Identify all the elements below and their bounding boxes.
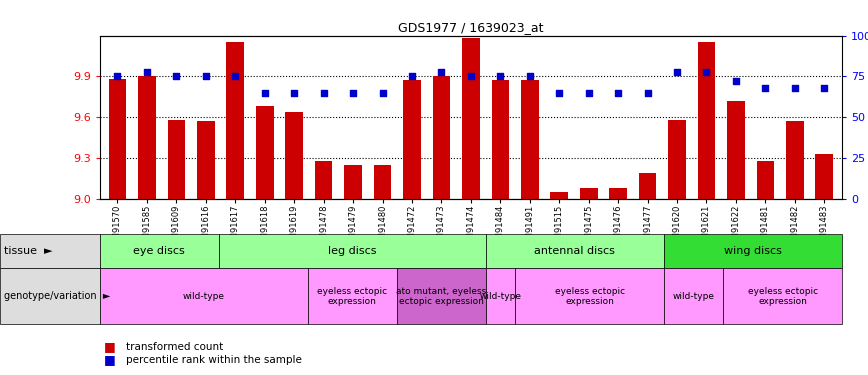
Bar bbox=[138, 76, 155, 199]
Text: eyeless ectopic
expression: eyeless ectopic expression bbox=[317, 286, 387, 306]
Point bbox=[110, 74, 124, 80]
Text: percentile rank within the sample: percentile rank within the sample bbox=[126, 355, 302, 365]
Text: eyeless ectopic
expression: eyeless ectopic expression bbox=[555, 286, 625, 306]
Text: wild-type: wild-type bbox=[480, 292, 522, 301]
Text: wing discs: wing discs bbox=[724, 246, 782, 256]
Bar bbox=[462, 38, 480, 199]
Point bbox=[228, 74, 242, 80]
Bar bbox=[197, 121, 214, 199]
Point bbox=[405, 74, 419, 80]
Point bbox=[611, 90, 625, 96]
Bar bbox=[168, 120, 185, 199]
Point bbox=[641, 90, 654, 96]
Bar bbox=[345, 165, 362, 199]
Point bbox=[169, 74, 183, 80]
Text: eye discs: eye discs bbox=[134, 246, 185, 256]
Bar bbox=[403, 81, 421, 199]
Title: GDS1977 / 1639023_at: GDS1977 / 1639023_at bbox=[398, 21, 543, 34]
Point bbox=[199, 74, 213, 80]
Bar bbox=[639, 173, 656, 199]
Text: eyeless ectopic
expression: eyeless ectopic expression bbox=[747, 286, 818, 306]
Text: ■: ■ bbox=[104, 340, 116, 353]
Point bbox=[258, 90, 272, 96]
Bar bbox=[757, 161, 774, 199]
Bar bbox=[491, 81, 510, 199]
Bar bbox=[609, 188, 627, 199]
Point bbox=[317, 90, 331, 96]
Point bbox=[346, 90, 360, 96]
Bar bbox=[550, 192, 568, 199]
Bar bbox=[580, 188, 597, 199]
Bar bbox=[432, 76, 450, 199]
Bar bbox=[668, 120, 686, 199]
Bar bbox=[315, 161, 332, 199]
Text: tissue  ►: tissue ► bbox=[4, 246, 53, 256]
Point bbox=[729, 78, 743, 84]
Point bbox=[464, 74, 477, 80]
Point bbox=[759, 85, 773, 91]
Text: wild-type: wild-type bbox=[673, 292, 714, 301]
Point bbox=[435, 69, 449, 75]
Bar bbox=[374, 165, 391, 199]
Point bbox=[818, 85, 832, 91]
Text: antennal discs: antennal discs bbox=[535, 246, 615, 256]
Point bbox=[140, 69, 154, 75]
Text: leg discs: leg discs bbox=[328, 246, 377, 256]
Text: ■: ■ bbox=[104, 354, 116, 366]
Text: wild-type: wild-type bbox=[183, 292, 225, 301]
Text: ato mutant, eyeless
ectopic expression: ato mutant, eyeless ectopic expression bbox=[396, 286, 486, 306]
Bar bbox=[521, 81, 539, 199]
Bar bbox=[108, 79, 127, 199]
Point bbox=[582, 90, 595, 96]
Bar bbox=[815, 154, 833, 199]
Bar bbox=[256, 106, 273, 199]
Point bbox=[523, 74, 536, 80]
Point bbox=[493, 74, 507, 80]
Point bbox=[376, 90, 390, 96]
Bar bbox=[227, 42, 244, 199]
Point bbox=[670, 69, 684, 75]
Bar bbox=[727, 101, 745, 199]
Text: genotype/variation  ►: genotype/variation ► bbox=[4, 291, 111, 301]
Bar bbox=[698, 42, 715, 199]
Point bbox=[788, 85, 802, 91]
Point bbox=[700, 69, 713, 75]
Point bbox=[552, 90, 566, 96]
Text: transformed count: transformed count bbox=[126, 342, 223, 352]
Bar bbox=[786, 121, 804, 199]
Bar bbox=[286, 112, 303, 199]
Point bbox=[287, 90, 301, 96]
